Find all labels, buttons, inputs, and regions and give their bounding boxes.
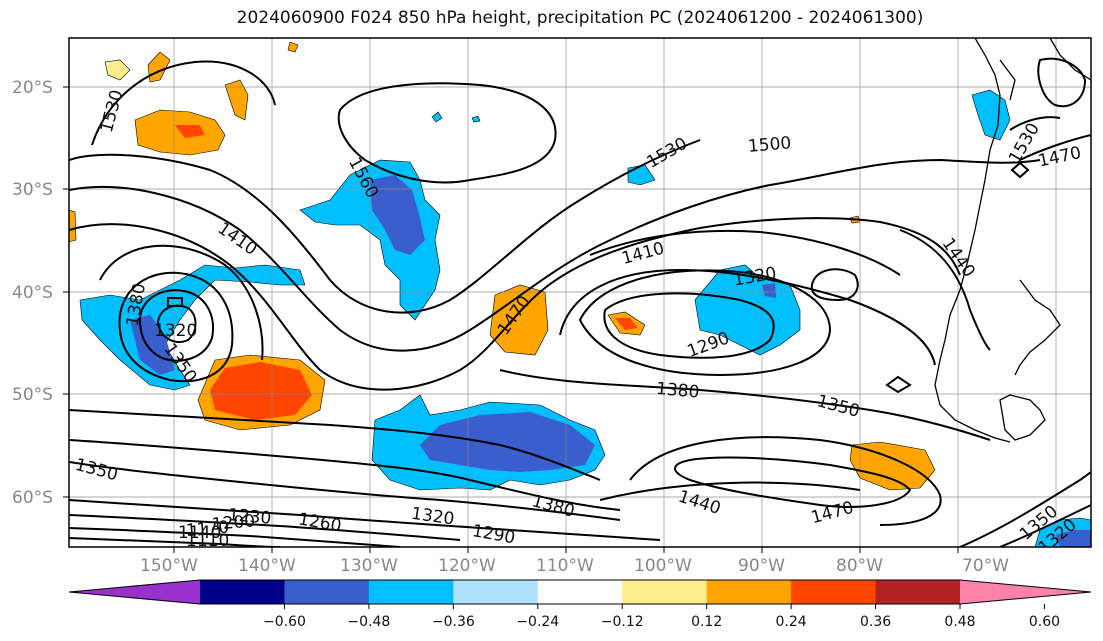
contour-label: 1170	[185, 517, 230, 541]
colorbar-tick-label: −0.12	[601, 614, 644, 630]
lon-label-80w: 80°W	[836, 556, 883, 576]
colorbar-tick-label: 0.24	[776, 614, 807, 630]
lat-label-20s: 20°S	[12, 78, 53, 98]
lon-label-150w: 150°W	[140, 556, 198, 576]
lon-label-90w: 90°W	[738, 556, 785, 576]
contour-label: 1500	[747, 133, 792, 157]
lat-label-60s: 60°S	[12, 488, 53, 508]
contour-label: 1200	[211, 511, 256, 535]
colorbar-tick-label: −0.48	[347, 614, 390, 630]
colorbar-tick-label: 0.12	[691, 614, 722, 630]
colorbar-outline	[68, 579, 1092, 605]
tick-marks	[63, 86, 959, 553]
contour-label: 1380	[655, 379, 700, 403]
lon-label-120w: 120°W	[438, 556, 496, 576]
latitude-labels: 20°S 30°S 40°S 50°S 60°S	[12, 78, 53, 508]
lon-label-140w: 140°W	[238, 556, 296, 576]
colorbar-segment	[537, 580, 623, 604]
height-contours	[69, 57, 1091, 547]
colorbar-tick-label: 0.36	[860, 614, 891, 630]
colorbar-extend-max	[960, 580, 1091, 604]
colorbar-segment	[368, 580, 454, 604]
precipitation-shading	[69, 41, 1091, 547]
lon-label-130w: 130°W	[340, 556, 398, 576]
colorbar-segment	[791, 580, 877, 604]
colorbar: −0.60 −0.48 −0.36 −0.24 −0.12 0.12 0.24 0.36 0.4…	[68, 579, 1092, 630]
lon-label-70w: 70°W	[962, 556, 1009, 576]
lat-label-40s: 40°S	[12, 283, 53, 303]
contour-label: 1140	[178, 523, 221, 543]
lat-label-30s: 30°S	[12, 180, 53, 200]
longitude-labels: 150°W 140°W 130°W 120°W 110°W 100°W 90°W…	[140, 556, 1009, 576]
colorbar-segment	[622, 580, 708, 604]
lon-label-100w: 100°W	[634, 556, 692, 576]
colorbar-segment	[284, 580, 370, 604]
colorbar-tick-label: 0.48	[944, 614, 975, 630]
map-area: 1530 1560 1410 1380 1320 1350 1530 1500 …	[69, 38, 1091, 551]
contour-label: 1320	[154, 321, 197, 341]
map-title: 2024060900 F024 850 hPa height, precipit…	[236, 8, 924, 28]
contour-label: 1110	[186, 531, 229, 551]
lon-label-110w: 110°W	[536, 556, 594, 576]
colorbar-segment	[875, 580, 961, 604]
contour-label: 1230	[227, 505, 272, 529]
colorbar-segment	[200, 580, 285, 604]
colorbar-tick-label: −0.60	[263, 614, 306, 630]
colorbar-segment	[706, 580, 792, 604]
colorbar-extend-min	[69, 580, 200, 604]
lat-label-50s: 50°S	[12, 385, 53, 405]
colorbar-segment	[453, 580, 539, 604]
colorbar-tick-label: −0.24	[516, 614, 559, 630]
colorbar-tick-label: −0.36	[432, 614, 475, 630]
graticule	[69, 38, 1091, 547]
colorbar-tick-label: 0.60	[1029, 614, 1060, 630]
